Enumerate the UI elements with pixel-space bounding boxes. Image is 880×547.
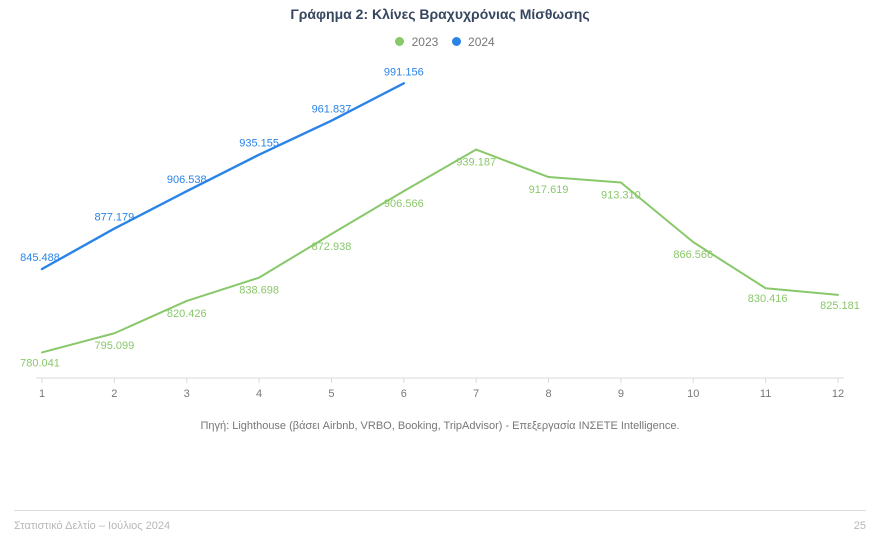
x-axis-label: 2 — [111, 388, 117, 400]
x-axis-label: 5 — [328, 388, 334, 400]
data-label: 845.488 — [20, 252, 60, 264]
data-label: 913.310 — [601, 190, 641, 202]
x-axis-label: 7 — [473, 388, 479, 400]
chart-source: Πηγή: Lighthouse (βάσει Airbnb, VRBO, Bo… — [0, 420, 880, 432]
data-label: 906.538 — [167, 174, 207, 186]
chart-title: Γράφημα 2: Κλίνες Βραχυχρόνιας Μίσθωσης — [0, 6, 880, 22]
data-label: 825.181 — [820, 300, 860, 312]
data-label: 877.179 — [94, 212, 134, 224]
data-label: 917.619 — [529, 184, 569, 196]
x-axis-label: 1 — [39, 388, 45, 400]
x-axis-label: 3 — [184, 388, 190, 400]
x-axis-label: 6 — [401, 388, 407, 400]
chart-container: Γράφημα 2: Κλίνες Βραχυχρόνιας Μίσθωσης … — [0, 0, 880, 480]
x-axis-label: 10 — [687, 388, 699, 400]
data-label: 872.938 — [312, 241, 352, 253]
x-axis-label: 11 — [760, 388, 771, 400]
data-label: 795.099 — [94, 340, 134, 352]
data-label: 991.156 — [384, 66, 424, 78]
legend-dot-2023 — [395, 37, 404, 46]
x-axis-label: 12 — [832, 388, 844, 400]
chart-plot: 123456789101112780.041795.099820.426838.… — [0, 58, 880, 418]
footer-divider — [14, 510, 866, 511]
x-axis-label: 8 — [545, 388, 551, 400]
data-label: 780.041 — [20, 357, 60, 369]
data-label: 866.566 — [673, 249, 713, 261]
data-label: 820.426 — [167, 308, 207, 320]
data-label: 906.566 — [384, 198, 424, 210]
legend-dot-2024 — [452, 37, 461, 46]
data-label: 935.155 — [239, 138, 279, 150]
x-axis-label: 9 — [618, 388, 624, 400]
legend-label-2024: 2024 — [468, 35, 495, 49]
footer-page-number: 25 — [854, 520, 866, 532]
data-label: 961.837 — [312, 104, 352, 116]
data-label: 830.416 — [748, 293, 788, 305]
series-line-2023 — [42, 150, 838, 353]
data-label: 838.698 — [239, 285, 279, 297]
footer-left-text: Στατιστικό Δελτίο – Ιούλιος 2024 — [14, 520, 170, 532]
data-label: 939.187 — [456, 157, 496, 169]
legend: 2023 2024 — [0, 34, 880, 49]
x-axis-label: 4 — [256, 388, 262, 400]
legend-label-2023: 2023 — [412, 35, 439, 49]
